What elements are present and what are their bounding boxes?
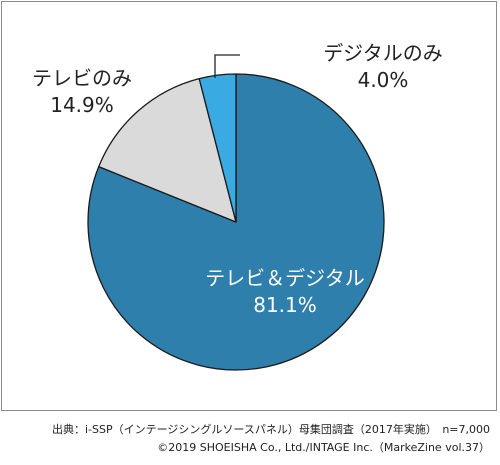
source-note: 出典：i-SSP（インテージシングルソースパネル）母集団調査（2017年実施） … <box>51 423 490 436</box>
chart-footer: 出典：i-SSP（インテージシングルソースパネル）母集団調査（2017年実施） … <box>52 421 490 457</box>
leader-line-digital-only <box>214 54 240 78</box>
slice-value-tv-only: 14.9% <box>50 93 114 117</box>
pie-slices <box>87 73 385 371</box>
slice-value-digital-only: 4.0% <box>358 68 409 92</box>
pie-slice-digital-only <box>198 73 237 223</box>
slice-label-tv-digital: テレビ＆デジタル <box>205 266 365 290</box>
slice-value-tv-digital: 81.1% <box>253 293 317 317</box>
copyright-note: ©2019 SHOEISHA Co., Ltd./INTAGE Inc.（Mar… <box>157 441 490 454</box>
pie-slice-tv-only <box>98 78 237 223</box>
slice-label-tv-only: テレビのみ <box>32 66 132 90</box>
pie-chart: テレビ＆デジタル 81.1% テレビのみ 14.9% デジタルのみ 4.0% <box>32 41 443 371</box>
slice-label-digital-only: デジタルのみ <box>323 41 443 65</box>
